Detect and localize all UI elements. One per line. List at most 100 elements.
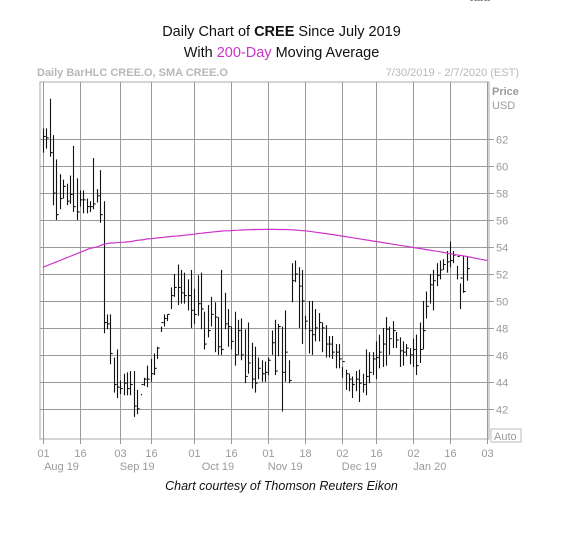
- hlc-bar: [429, 273, 433, 304]
- x-month-label: Oct 19: [202, 461, 234, 473]
- hlc-bar: [331, 335, 335, 359]
- hlc-bar: [79, 190, 83, 207]
- y-tick-label: 42: [496, 405, 508, 417]
- hlc-bar: [92, 158, 96, 210]
- hlc-bar: [281, 326, 285, 412]
- y-tick-label: 44: [496, 378, 508, 390]
- y-tick-label: 58: [496, 189, 508, 201]
- hlc-bar: [271, 330, 275, 355]
- hlc-bar: [261, 360, 265, 382]
- hlc-bar: [251, 342, 255, 389]
- hlc-bar: [156, 346, 160, 359]
- hlc-bar: [257, 357, 261, 380]
- x-day-label: 02: [407, 448, 419, 460]
- hlc-bar: [143, 377, 147, 386]
- hlc-bar: [328, 335, 332, 358]
- hlc-bar: [436, 263, 440, 287]
- x-day-label: 16: [444, 448, 456, 460]
- hlc-bar: [183, 272, 187, 304]
- x-month-label: Nov 19: [268, 461, 303, 473]
- hlc-bar: [59, 174, 63, 210]
- hlc-bar: [129, 371, 133, 396]
- hlc-bar: [274, 319, 278, 376]
- hlc-bar: [133, 371, 137, 417]
- hlc-bar: [66, 183, 70, 206]
- hlc-bar: [230, 326, 234, 350]
- hlc-bar: [419, 322, 423, 363]
- hlc-bar: [177, 264, 181, 305]
- hlc-bar: [109, 314, 113, 365]
- hlc-bar: [288, 360, 292, 384]
- auto-scale-label: Auto: [494, 431, 517, 443]
- y-tick-label: 60: [496, 162, 508, 174]
- hlc-bar: [116, 349, 120, 398]
- hlc-bar: [72, 145, 76, 212]
- x-day-label: 18: [299, 448, 311, 460]
- hlc-bar: [378, 334, 382, 369]
- y-tick-label: 50: [496, 297, 508, 309]
- hlc-bar: [62, 179, 66, 199]
- hlc-bar: [358, 369, 362, 403]
- hlc-bar: [314, 309, 318, 342]
- hlc-bar: [166, 313, 170, 322]
- hlc-bar: [409, 348, 413, 365]
- hlc-bar: [456, 255, 460, 280]
- hlc-bar: [335, 344, 339, 369]
- hlc-bar: [372, 352, 376, 376]
- y-tick-label: 62: [496, 135, 508, 147]
- hlc-bar: [123, 373, 127, 396]
- hlc-bar: [126, 372, 130, 396]
- hlc-bar: [89, 201, 93, 212]
- hlc-bar: [237, 319, 241, 355]
- y-axis-unit: USD: [492, 100, 515, 112]
- hlc-bar: [264, 361, 268, 382]
- hlc-bar: [240, 318, 244, 361]
- hlc-bar: [304, 315, 308, 330]
- sma-200-line: [42, 228, 488, 268]
- hlc-bar: [368, 352, 372, 384]
- hlc-bar: [153, 353, 157, 376]
- date-range-label: 7/30/2019 - 2/7/2020 (EST): [385, 67, 519, 79]
- grid-lines: [39, 81, 494, 444]
- hlc-bar: [150, 358, 154, 382]
- hlc-bar: [106, 314, 110, 330]
- hlc-bar: [462, 256, 466, 293]
- x-month-label: Aug 19: [44, 461, 79, 473]
- hlc-bar: [103, 201, 107, 334]
- hlc-bar: [415, 334, 419, 376]
- hlc-bar: [382, 327, 386, 367]
- hlc-bar: [425, 291, 429, 319]
- hlc-bar: [234, 311, 238, 366]
- hlc-bar: [173, 273, 177, 297]
- hlc-bar: [96, 189, 100, 203]
- hlc-bar: [55, 159, 59, 221]
- hlc-bar: [170, 287, 174, 310]
- x-day-label: 16: [225, 448, 237, 460]
- hlc-bar: [321, 322, 325, 353]
- hlc-bar: [217, 317, 221, 355]
- hlc-bar: [69, 175, 73, 204]
- hlc-bar: [422, 300, 426, 350]
- x-month-label: Sep 19: [120, 461, 155, 473]
- hlc-bar: [210, 296, 214, 327]
- hlc-bar: [214, 302, 218, 353]
- chart-title: Daily Chart of CREE Since July 2019: [162, 24, 401, 40]
- hlc-bar: [163, 314, 167, 327]
- hlc-bar: [190, 269, 194, 328]
- hlc-bar: [466, 256, 470, 281]
- hlc-bar: [99, 170, 103, 223]
- hlc-bar: [365, 349, 369, 396]
- hlc-bar: [119, 380, 123, 394]
- hlc-bar: [200, 272, 204, 330]
- x-day-label: 01: [188, 448, 200, 460]
- hlc-bar: [254, 346, 258, 393]
- x-day-label: 03: [114, 448, 126, 460]
- hlc-bar: [402, 341, 406, 366]
- hlc-bar: [442, 259, 446, 270]
- x-day-label: 16: [145, 448, 157, 460]
- hlc-bar: [52, 135, 56, 206]
- hlc-bar: [351, 376, 355, 398]
- hlc-bar: [345, 369, 349, 390]
- hlc-bar: [49, 98, 53, 157]
